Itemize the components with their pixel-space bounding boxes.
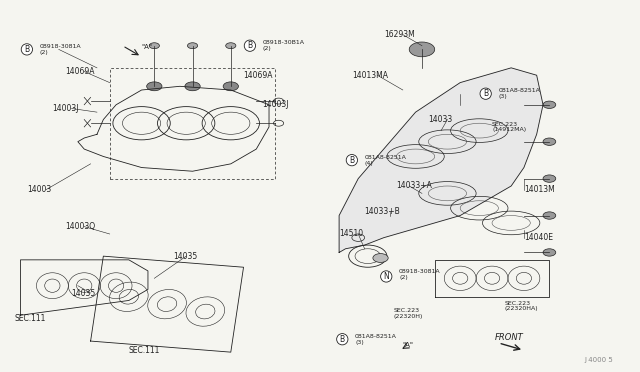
Polygon shape	[339, 68, 543, 253]
Text: 081A8-8251A
(3): 081A8-8251A (3)	[499, 88, 540, 99]
Text: 14033+B: 14033+B	[365, 207, 401, 217]
Text: B: B	[247, 41, 252, 50]
Text: 08918-3081A
(2): 08918-3081A (2)	[399, 269, 441, 280]
Text: 14035: 14035	[173, 251, 198, 261]
Text: 08918-30B1A
(2): 08918-30B1A (2)	[262, 40, 305, 51]
Text: 14013MA: 14013MA	[352, 71, 388, 80]
Text: J 4000 5: J 4000 5	[584, 357, 613, 363]
Text: 14003Q: 14003Q	[65, 222, 95, 231]
Text: SEC.111: SEC.111	[14, 314, 45, 323]
Circle shape	[188, 43, 198, 49]
Text: 14033: 14033	[428, 115, 452, 124]
Circle shape	[543, 138, 556, 145]
Circle shape	[543, 212, 556, 219]
Text: 14510: 14510	[339, 230, 364, 238]
Text: 16293M: 16293M	[384, 30, 415, 39]
Text: 14069A: 14069A	[65, 67, 95, 76]
Text: 14003: 14003	[27, 185, 51, 194]
Text: B: B	[483, 89, 488, 98]
Text: 14033+A: 14033+A	[396, 182, 433, 190]
Text: SEC.111: SEC.111	[129, 346, 160, 355]
Text: 14035: 14035	[72, 289, 96, 298]
Text: B: B	[349, 155, 355, 165]
Circle shape	[185, 82, 200, 91]
Text: "A": "A"	[403, 342, 414, 348]
Text: 14003J: 14003J	[262, 100, 289, 109]
Text: "A": "A"	[141, 44, 152, 50]
Text: 081A8-8251A
(3): 081A8-8251A (3)	[355, 334, 397, 344]
Text: SEC.223
(22320HA): SEC.223 (22320HA)	[505, 301, 538, 311]
Text: SEC.223
(14912MA): SEC.223 (14912MA)	[492, 122, 526, 132]
Text: 14003J: 14003J	[52, 104, 79, 113]
Text: 14013M: 14013M	[524, 185, 555, 194]
Text: 08918-3081A
(2): 08918-3081A (2)	[40, 44, 81, 55]
Text: B: B	[24, 45, 29, 54]
Text: SEC.223
(22320H): SEC.223 (22320H)	[394, 308, 422, 319]
Text: 14040E: 14040E	[524, 233, 553, 242]
Circle shape	[543, 101, 556, 109]
Circle shape	[149, 43, 159, 49]
Circle shape	[543, 175, 556, 182]
Text: 081A8-8251A
(4): 081A8-8251A (4)	[365, 155, 406, 166]
Circle shape	[223, 82, 239, 91]
Text: FRONT: FRONT	[495, 333, 524, 342]
Circle shape	[373, 254, 388, 262]
Circle shape	[226, 43, 236, 49]
Text: 14069A: 14069A	[244, 71, 273, 80]
Text: N: N	[383, 272, 389, 281]
Circle shape	[147, 82, 162, 91]
Text: B: B	[340, 335, 345, 344]
Circle shape	[409, 42, 435, 57]
Circle shape	[543, 249, 556, 256]
